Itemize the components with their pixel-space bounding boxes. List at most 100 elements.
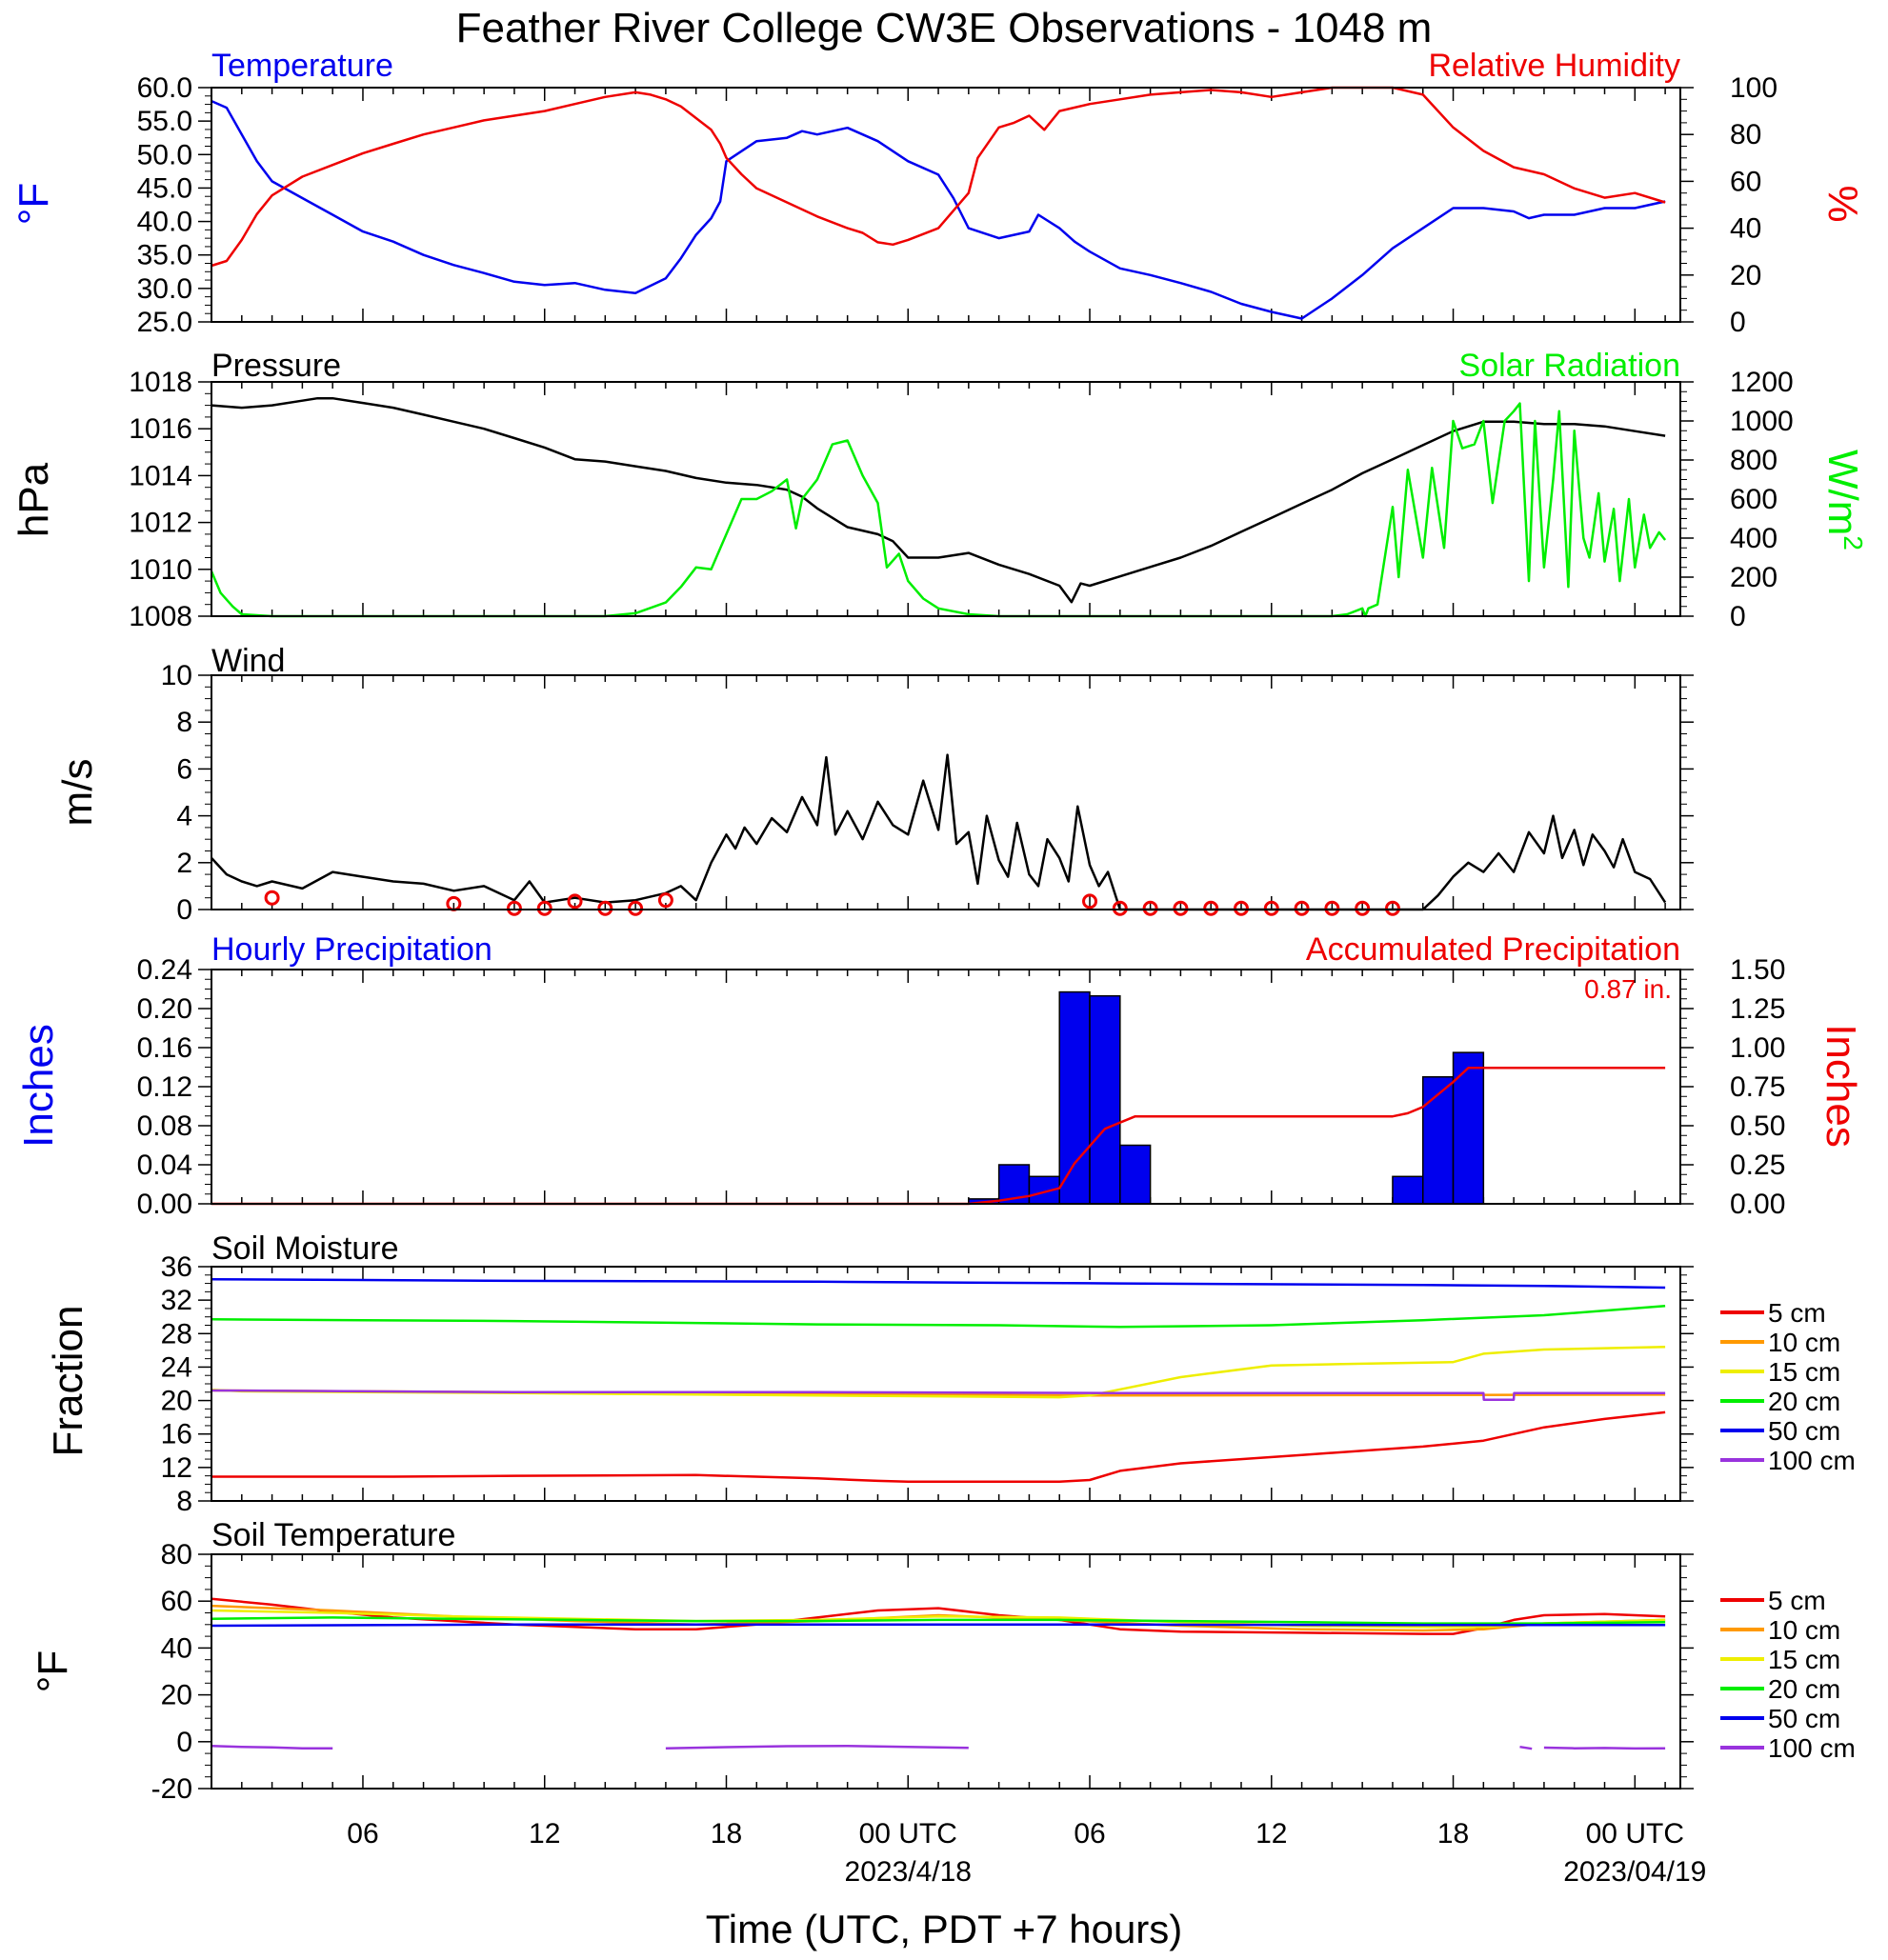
precip-bar [1089, 994, 1121, 1205]
y-tick-label-left: 40 [161, 1632, 192, 1664]
plot-frame [211, 381, 1681, 617]
y-tick-label-left: 50.0 [137, 139, 192, 170]
y-tick-label-left: 12 [161, 1452, 192, 1484]
y-tick-label-left: 32 [161, 1285, 192, 1316]
y-tick-label-right: 0 [1730, 307, 1746, 338]
legend-label: 5 cm [1768, 1298, 1826, 1328]
y-axis-label-left: m/s [54, 759, 101, 827]
x-tick-label: 12 [529, 1818, 560, 1850]
y-tick-label-left: 1010 [129, 554, 192, 586]
calm-wind-marker [1173, 900, 1189, 916]
y-tick-label-right: 600 [1730, 484, 1778, 515]
series-line-50-cm [211, 1277, 1666, 1290]
y-tick-label-left: 8 [176, 707, 192, 738]
y-tick-label-right: 200 [1730, 562, 1778, 593]
y-tick-label-left: 1016 [129, 413, 192, 445]
y-tick-label-right: 800 [1730, 445, 1778, 476]
y-tick-label-left: 0.20 [137, 993, 192, 1025]
y-tick-label-left: 30.0 [137, 273, 192, 305]
y-tick-label-right: 0.00 [1730, 1189, 1785, 1220]
y-tick-label-left: 28 [161, 1318, 192, 1350]
y-tick-label-left: 80 [161, 1539, 192, 1570]
precip-bar [1058, 990, 1091, 1205]
y-tick-label-right: 20 [1730, 260, 1761, 291]
calm-wind-marker [536, 900, 552, 916]
series-line-50-cm [211, 1623, 1666, 1628]
panel-pressure-solar: Pressure Solar Radiation hPa W/m2 1018 10… [10, 348, 1868, 632]
y-tick-label-left: 20 [161, 1386, 192, 1417]
series-line-100-cm [1519, 1745, 1533, 1750]
series-line-15-cm [211, 1609, 1666, 1629]
accumulated-total-label: 0.87 in. [1584, 974, 1672, 1004]
legend-label: 5 cm [1768, 1586, 1826, 1615]
x-tick-label: 06 [347, 1818, 378, 1850]
y-tick-label-left: 0.04 [137, 1150, 192, 1181]
y-tick-label-left: 6 [176, 753, 192, 785]
panel-title-left: Hourly Precipitation [211, 931, 492, 968]
legend-label: 50 cm [1768, 1416, 1840, 1446]
y-axis-label-right: % [1819, 185, 1866, 222]
y-tick-label-left: 2 [176, 848, 192, 879]
y-tick-label-left: 60.0 [137, 72, 192, 104]
series-line-5-cm [211, 1410, 1666, 1484]
series-line-100-cm [1543, 1746, 1666, 1750]
y-tick-label-right: 0.25 [1730, 1150, 1785, 1181]
precip-bar [1422, 1076, 1455, 1205]
y-tick-label-left: 35.0 [137, 240, 192, 271]
y-axis-label-left: Inches [15, 1024, 62, 1148]
panel-title-left: Soil Moisture [211, 1230, 399, 1267]
series-line-temperature [211, 99, 1666, 320]
calm-wind-marker [1384, 900, 1400, 916]
series-line-wind [211, 753, 1667, 911]
panel-title-left: Wind [211, 643, 285, 679]
panel-title-right: Relative Humidity [1428, 48, 1680, 84]
x-tick-label: 18 [711, 1818, 742, 1850]
y-axis-label-left: Fraction [45, 1306, 91, 1457]
y-tick-label-left: 40.0 [137, 207, 192, 238]
y-tick-label-left: 25.0 [137, 307, 192, 338]
y-tick-label-left: 10 [161, 660, 192, 691]
figure-title: Feather River College CW3E Observations … [456, 5, 1433, 51]
y-tick-label-left: 55.0 [137, 106, 192, 137]
y-axis-label-left: °F [10, 183, 57, 225]
y-tick-label-left: 0.08 [137, 1110, 192, 1142]
panel-precipitation: Hourly Precipitation Accumulated Precipi… [15, 931, 1864, 1220]
y-tick-label-right: 400 [1730, 523, 1778, 554]
x-tick-label: 18 [1437, 1818, 1469, 1850]
calm-wind-marker [597, 900, 613, 916]
panel-title-left: Pressure [211, 348, 341, 384]
y-tick-label-right: 1.50 [1730, 954, 1785, 986]
y-tick-label-left: 60 [161, 1586, 192, 1617]
calm-wind-marker [1355, 900, 1371, 916]
plot-frame [211, 969, 1681, 1205]
y-tick-label-left: 1012 [129, 508, 192, 539]
y-tick-label-right: 60 [1730, 166, 1761, 197]
series-line-15-cm [211, 1346, 1666, 1399]
legend-label: 50 cm [1768, 1704, 1840, 1733]
calm-wind-marker [1082, 893, 1098, 910]
y-tick-label-left: 1018 [129, 367, 192, 398]
plot-frame [211, 1553, 1681, 1790]
x-tick-label: 06 [1074, 1818, 1105, 1850]
y-tick-label-left: 0.12 [137, 1071, 192, 1103]
series-line-20-cm [211, 1305, 1666, 1329]
ylabel-right-base: W/m [1819, 450, 1866, 535]
y-tick-label-right: 0 [1730, 601, 1746, 632]
y-tick-label-right: 1.00 [1730, 1032, 1785, 1064]
y-tick-label-left: 1014 [129, 460, 192, 491]
y-axis-label-right: Inches [1818, 1024, 1864, 1148]
panel-title-right: Accumulated Precipitation [1306, 931, 1680, 968]
y-tick-label-right: 40 [1730, 213, 1761, 245]
y-tick-label-left: 36 [161, 1251, 192, 1283]
legend-label: 15 cm [1768, 1645, 1840, 1674]
legend-label: 20 cm [1768, 1387, 1840, 1416]
series-line-20-cm [211, 1616, 1666, 1625]
y-tick-label-right: 1000 [1730, 406, 1794, 437]
y-axis-label-left: °F [30, 1650, 76, 1692]
panel-temperature-humidity: Temperature Relative Humidity °F % 60.05… [10, 48, 1866, 338]
legend-label: 20 cm [1768, 1674, 1840, 1704]
precip-bar [1452, 1051, 1485, 1205]
calm-wind-marker [506, 900, 522, 916]
calm-wind-marker [1294, 900, 1310, 916]
